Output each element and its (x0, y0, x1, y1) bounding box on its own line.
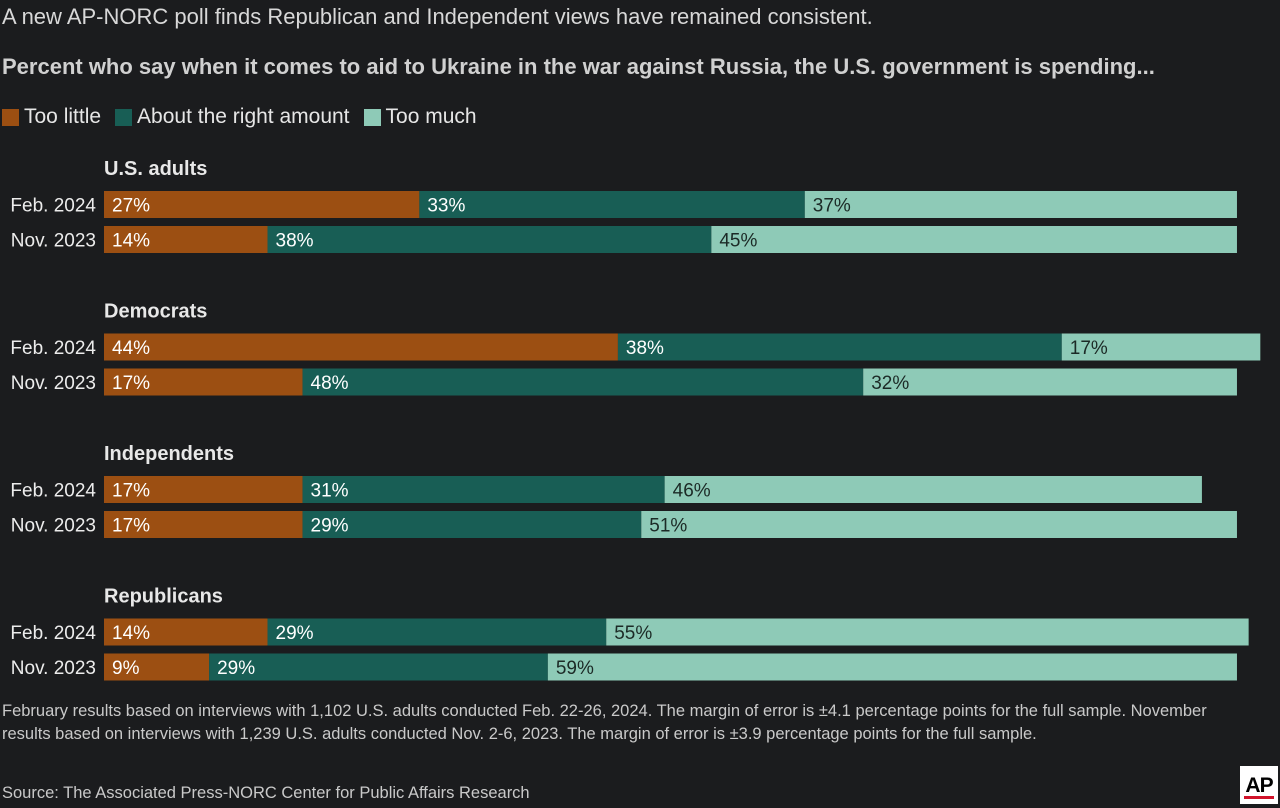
bar-value-label: 29% (276, 623, 314, 644)
bar-value-label: 46% (673, 481, 711, 502)
bar-value-label: 17% (112, 481, 150, 502)
bar-democrats-feb-2024-too-much (1061, 333, 1261, 361)
bar-value-label: 17% (112, 373, 150, 394)
bar-value-label: 51% (649, 516, 687, 537)
bar-republicans-nov-2023-too-little (104, 653, 210, 681)
bar-value-label: 14% (112, 231, 150, 252)
bar-u-s-adults-nov-2023-about-the-right-amount (267, 226, 712, 253)
bar-independents-nov-2023-too-much (641, 511, 1237, 538)
group-label-democrats: Democrats (104, 301, 207, 323)
bar-value-label: 37% (813, 196, 851, 217)
bar-value-label: 27% (112, 196, 150, 217)
legend: Too little About the right amount Too mu… (2, 104, 491, 130)
legend-swatch-about-right (115, 108, 133, 126)
bar-value-label: 48% (311, 373, 349, 394)
group-label-republicans: Republicans (104, 586, 223, 608)
bar-democrats-nov-2023-too-little (104, 368, 303, 396)
bar-value-label: 17% (1070, 338, 1108, 359)
bar-value-label: 29% (217, 658, 255, 679)
row-label-u-s-adults-feb-2024: Feb. 2024 (10, 196, 96, 217)
legend-label-too-little: Too little (24, 105, 102, 128)
row-label-republicans-nov-2023: Nov. 2023 (11, 658, 96, 679)
bar-independents-feb-2024-too-much (664, 476, 1202, 503)
legend-item-too-much: Too much (363, 105, 477, 129)
bar-u-s-adults-nov-2023-too-little (104, 226, 268, 253)
bar-value-label: 38% (626, 338, 664, 359)
group-label-independents: Independents (104, 443, 234, 465)
bar-independents-nov-2023-too-little (104, 511, 303, 538)
legend-swatch-too-much (363, 108, 381, 126)
footnote: February results based on interviews wit… (2, 702, 1207, 743)
ap-logo-underline (1244, 796, 1274, 799)
legend-item-too-little: Too little (2, 105, 101, 129)
chart-subtitle: A new AP-NORC poll finds Republican and … (2, 4, 873, 29)
bar-democrats-feb-2024-about-the-right-amount (617, 333, 1062, 361)
bar-republicans-feb-2024-too-much (606, 618, 1249, 646)
bar-value-label: 33% (427, 196, 465, 217)
row-label-u-s-adults-nov-2023: Nov. 2023 (11, 231, 96, 252)
row-label-independents-nov-2023: Nov. 2023 (11, 516, 96, 537)
bar-democrats-feb-2024-too-little (104, 333, 618, 361)
group-label-u-s-adults: U.S. adults (104, 158, 207, 180)
bar-u-s-adults-nov-2023-too-much (711, 226, 1237, 253)
ap-logo: AP (1240, 766, 1278, 804)
bar-value-label: 44% (112, 338, 150, 359)
bar-value-label: 9% (112, 658, 140, 679)
legend-item-about-right: About the right amount (115, 105, 350, 129)
row-label-democrats-feb-2024: Feb. 2024 (10, 338, 96, 359)
bar-independents-nov-2023-about-the-right-amount (302, 511, 642, 538)
bar-value-label: 14% (112, 623, 150, 644)
bar-value-label: 45% (719, 231, 757, 252)
legend-swatch-too-little (2, 108, 19, 126)
row-label-democrats-nov-2023: Nov. 2023 (11, 373, 96, 394)
row-label-republicans-feb-2024: Feb. 2024 (10, 623, 96, 644)
bar-republicans-feb-2024-about-the-right-amount (267, 618, 607, 646)
bar-democrats-nov-2023-about-the-right-amount (302, 368, 864, 396)
bar-u-s-adults-feb-2024-too-little (104, 191, 420, 218)
bar-u-s-adults-feb-2024-too-much (804, 191, 1237, 218)
bar-value-label: 55% (614, 623, 652, 644)
bar-value-label: 31% (311, 481, 349, 502)
row-label-independents-feb-2024: Feb. 2024 (10, 481, 96, 502)
bar-value-label: 17% (112, 516, 150, 537)
legend-label-too-much: Too much (385, 105, 477, 128)
bar-u-s-adults-feb-2024-about-the-right-amount (419, 191, 805, 218)
ap-logo-text: AP (1245, 773, 1273, 797)
bar-value-label: 29% (311, 516, 349, 537)
bar-independents-feb-2024-too-little (104, 476, 303, 503)
bar-democrats-nov-2023-too-much (863, 368, 1237, 396)
bar-republicans-feb-2024-too-little (104, 618, 268, 646)
source-line: Source: The Associated Press-NORC Center… (2, 784, 530, 802)
bar-independents-feb-2024-about-the-right-amount (302, 476, 665, 503)
chart-title: Percent who say when it comes to aid to … (2, 54, 1155, 79)
bar-value-label: 38% (276, 231, 314, 252)
bar-republicans-nov-2023-too-much (547, 653, 1237, 681)
stacked-bar-chart: U.S. adults Feb. 2024 27% 33% 37% Nov. 2023 14… (10, 158, 1261, 681)
bar-value-label: 59% (556, 658, 594, 679)
bar-republicans-nov-2023-about-the-right-amount (209, 653, 548, 681)
legend-label-about-right: About the right amount (137, 105, 350, 128)
bar-value-label: 32% (871, 373, 909, 394)
